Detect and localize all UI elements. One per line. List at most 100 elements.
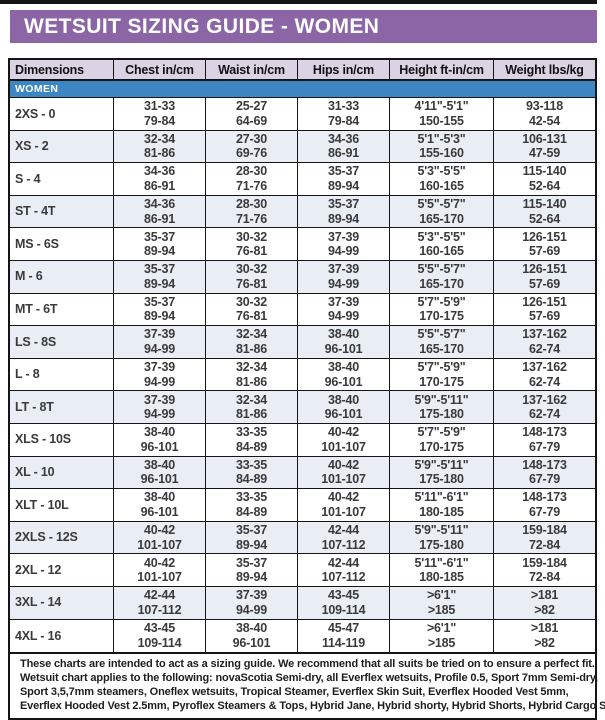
chest-range-imperial: 38-40 [144,457,175,472]
hips-range-imperial: 38-40 [328,359,359,374]
size-label: 2XL - 12 [15,562,62,577]
table-row: XLS - 10S 38-40 96-101 33-35 84-89 40-42 101-… [10,423,595,457]
waist-cell: 33-35 84-89 [205,456,297,489]
chest-cell: 40-42 101-107 [113,554,205,586]
waist-range-imperial: 30-32 [236,262,267,277]
waist-range-metric: 81-86 [236,374,267,389]
weight-cell: 126-151 57-69 [493,228,595,260]
hips-cell: 31-33 79-84 [297,98,389,130]
table-row: ST - 4T 34-36 86-91 28-30 71-76 35-37 89-94 5'… [10,195,595,229]
hips-range-imperial: 35-37 [328,196,359,211]
height-range-metric: 165-170 [419,211,464,226]
hips-range-metric: 86-91 [328,146,359,161]
waist-range-imperial: 30-32 [236,229,267,244]
size-label: 3XL - 14 [15,595,62,610]
header-cell-waist: Waist in/cm [205,60,297,79]
weight-cell: 159-184 72-84 [493,521,595,554]
height-cell: 5'9"-5'11" 175-180 [389,391,493,423]
height-range-metric: 175-180 [419,472,464,487]
weight-cell: 137-162 62-74 [493,358,595,391]
weight-range-imperial: >181 [530,621,559,636]
table-row: 2XLS - 12S 40-42 101-107 35-37 89-94 42-44 10… [10,521,595,555]
weight-range-metric: 57-69 [529,309,560,324]
height-range-imperial: 5'9"-5'11" [414,522,469,537]
waist-range-imperial: 27-30 [236,131,267,146]
weight-range-imperial: 137-162 [522,392,567,407]
hips-range-imperial: 40-42 [328,457,359,472]
height-cell: 5'5"-5'7" 165-170 [389,326,493,358]
hips-range-imperial: 40-42 [328,490,359,505]
table-row: MT - 6T 35-37 89-94 30-32 76-81 37-39 94-99 5'… [10,293,595,327]
weight-range-metric: 42-54 [529,113,560,128]
chest-range-metric: 86-91 [144,211,175,226]
top-accent-bar [0,0,597,4]
size-label: XL - 10 [15,465,55,480]
chest-cell: 38-40 96-101 [113,489,205,521]
footnote-line: These charts are intended to act as a si… [20,658,595,671]
chest-range-imperial: 35-37 [144,262,175,277]
footnote-line: Everflex Hooded Vest 2.5mm, Pyroflex Ste… [20,699,605,712]
weight-range-metric: 57-69 [529,276,560,291]
chest-range-imperial: 42-44 [144,588,175,603]
waist-cell: 32-34 81-86 [205,326,297,358]
weight-range-imperial: 126-151 [522,262,567,277]
footnote: These charts are intended to act as a si… [10,652,605,718]
hips-range-metric: 101-107 [321,439,366,454]
chest-cell: 31-33 79-84 [113,98,205,130]
height-range-imperial: 5'5"-5'7" [417,262,466,277]
height-range-metric: 155-160 [419,146,464,161]
height-range-metric: 170-175 [419,309,464,324]
waist-cell: 32-34 81-86 [205,391,297,423]
hips-range-imperial: 37-39 [328,229,359,244]
hips-cell: 40-42 101-107 [297,456,389,489]
table-row: LS - 8S 37-39 94-99 32-34 81-86 38-40 96-101 5… [10,326,595,359]
waist-range-imperial: 33-35 [236,490,267,505]
chest-range-metric: 89-94 [144,276,175,291]
chest-cell: 37-39 94-99 [113,391,205,423]
height-range-imperial: 5'9"-5'11" [414,457,469,472]
table-row: LT - 8T 37-39 94-99 32-34 81-86 38-40 96-101 5… [10,391,595,424]
chest-range-imperial: 40-42 [144,555,175,570]
waist-range-imperial: 28-30 [236,196,267,211]
weight-range-metric: 62-74 [529,374,560,389]
chest-range-imperial: 32-34 [144,131,175,146]
chest-cell: 34-36 86-91 [113,195,205,228]
weight-range-metric: 67-79 [529,504,560,519]
waist-range-metric: 76-81 [236,244,267,259]
table-row: XS - 2 32-34 81-86 27-30 69-76 34-36 86-91 5'1… [10,130,595,164]
weight-cell: 93-118 42-54 [493,98,595,130]
height-cell: 5'5"-5'7" 165-170 [389,260,493,293]
header-cell-dimensions: Dimensions [15,62,84,77]
height-range-imperial: 5'11"-6'1" [414,555,469,570]
hips-range-imperial: 31-33 [328,99,359,114]
waist-range-imperial: 25-27 [236,99,267,114]
waist-range-imperial: 32-34 [236,327,267,342]
waist-range-imperial: 32-34 [236,359,267,374]
height-cell: 5'11"-6'1" 180-185 [389,489,493,521]
footnote-line: Sport 3,5,7mm steamers, Oneflex wetsuits… [20,685,569,698]
hips-range-imperial: 43-45 [328,588,359,603]
height-range-metric: 160-165 [419,244,464,259]
table-row: S - 4 34-36 86-91 28-30 71-76 35-37 89-94 5'3"… [10,163,595,196]
waist-range-imperial: 37-39 [236,588,267,603]
chest-cell: 35-37 89-94 [113,293,205,326]
waist-range-metric: 71-76 [236,211,267,226]
size-label: 2XLS - 12S [15,530,78,545]
table-row: 2XL - 12 40-42 101-107 35-37 89-94 42-44 107-… [10,554,595,587]
hips-cell: 42-44 107-112 [297,521,389,554]
chest-range-imperial: 31-33 [144,99,175,114]
hips-range-imperial: 42-44 [328,522,359,537]
waist-range-metric: 81-86 [236,341,267,356]
height-range-metric: 170-175 [419,374,464,389]
chest-range-metric: 86-91 [144,178,175,193]
waist-range-metric: 84-89 [236,472,267,487]
header-cell-hips: Hips in/cm [297,60,389,79]
chest-range-imperial: 34-36 [144,164,175,179]
height-range-imperial: 5'1"-5'3" [417,131,466,146]
hips-range-imperial: 37-39 [328,294,359,309]
waist-range-metric: 96-101 [232,635,271,650]
hips-range-imperial: 34-36 [328,131,359,146]
hips-range-metric: 89-94 [328,211,359,226]
weight-cell: 148-173 67-79 [493,489,595,521]
hips-range-imperial: 38-40 [328,327,359,342]
